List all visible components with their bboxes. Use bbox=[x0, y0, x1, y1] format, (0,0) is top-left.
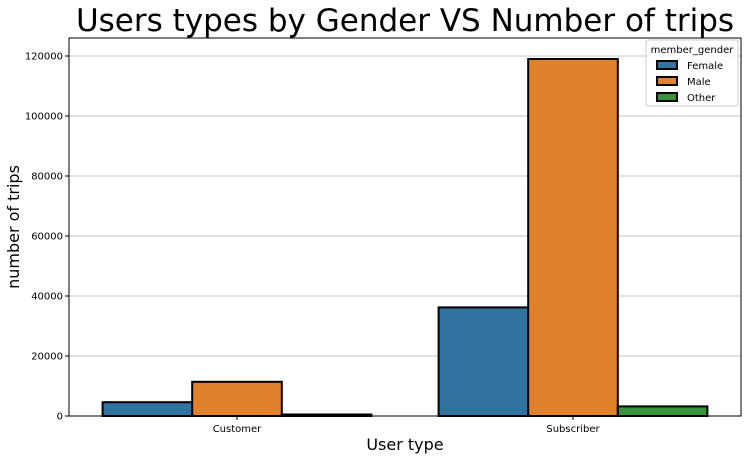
bar-customer-male bbox=[191, 380, 283, 417]
y-tick-label: 40000 bbox=[31, 292, 63, 303]
y-axis-label: number of trips bbox=[4, 165, 23, 289]
legend-label-other: Other bbox=[687, 93, 716, 104]
x-tick-label: Customer bbox=[213, 424, 262, 435]
y-tick-label: 20000 bbox=[31, 352, 63, 363]
chart-title: Users types by Gender VS Number of trips bbox=[76, 3, 734, 39]
legend-box bbox=[645, 39, 739, 107]
y-tick-label: 120000 bbox=[25, 52, 63, 63]
legend-swatch-other bbox=[656, 92, 678, 102]
legend-title: member_gender bbox=[651, 45, 735, 56]
y-tick-label: 60000 bbox=[31, 232, 63, 243]
bar-subscriber-male bbox=[527, 58, 619, 417]
x-tick-label: Subscriber bbox=[546, 424, 600, 435]
bar-subscriber-female bbox=[437, 306, 530, 417]
y-axis-ticks: 0 20000 40000 60000 80000 100000 120000 bbox=[25, 52, 69, 423]
legend-swatch-female bbox=[656, 60, 678, 70]
x-axis-label: User type bbox=[366, 435, 443, 454]
legend-label-male: Male bbox=[687, 77, 711, 88]
bar-customer-female bbox=[101, 401, 194, 418]
bar-subscriber-other bbox=[616, 405, 709, 417]
y-tick-label: 80000 bbox=[31, 172, 63, 183]
legend-label-female: Female bbox=[687, 61, 723, 72]
legend: member_gender Female Male Other bbox=[645, 39, 739, 107]
legend-items: Female Male Other bbox=[656, 60, 723, 104]
bars bbox=[101, 58, 709, 418]
plot-frame bbox=[68, 37, 742, 417]
x-axis-ticks: Customer Subscriber bbox=[213, 416, 601, 435]
legend-swatch-male bbox=[656, 76, 678, 86]
grid-lines bbox=[69, 55, 741, 417]
y-tick-label: 0 bbox=[57, 412, 63, 423]
y-tick-label: 100000 bbox=[25, 112, 63, 123]
